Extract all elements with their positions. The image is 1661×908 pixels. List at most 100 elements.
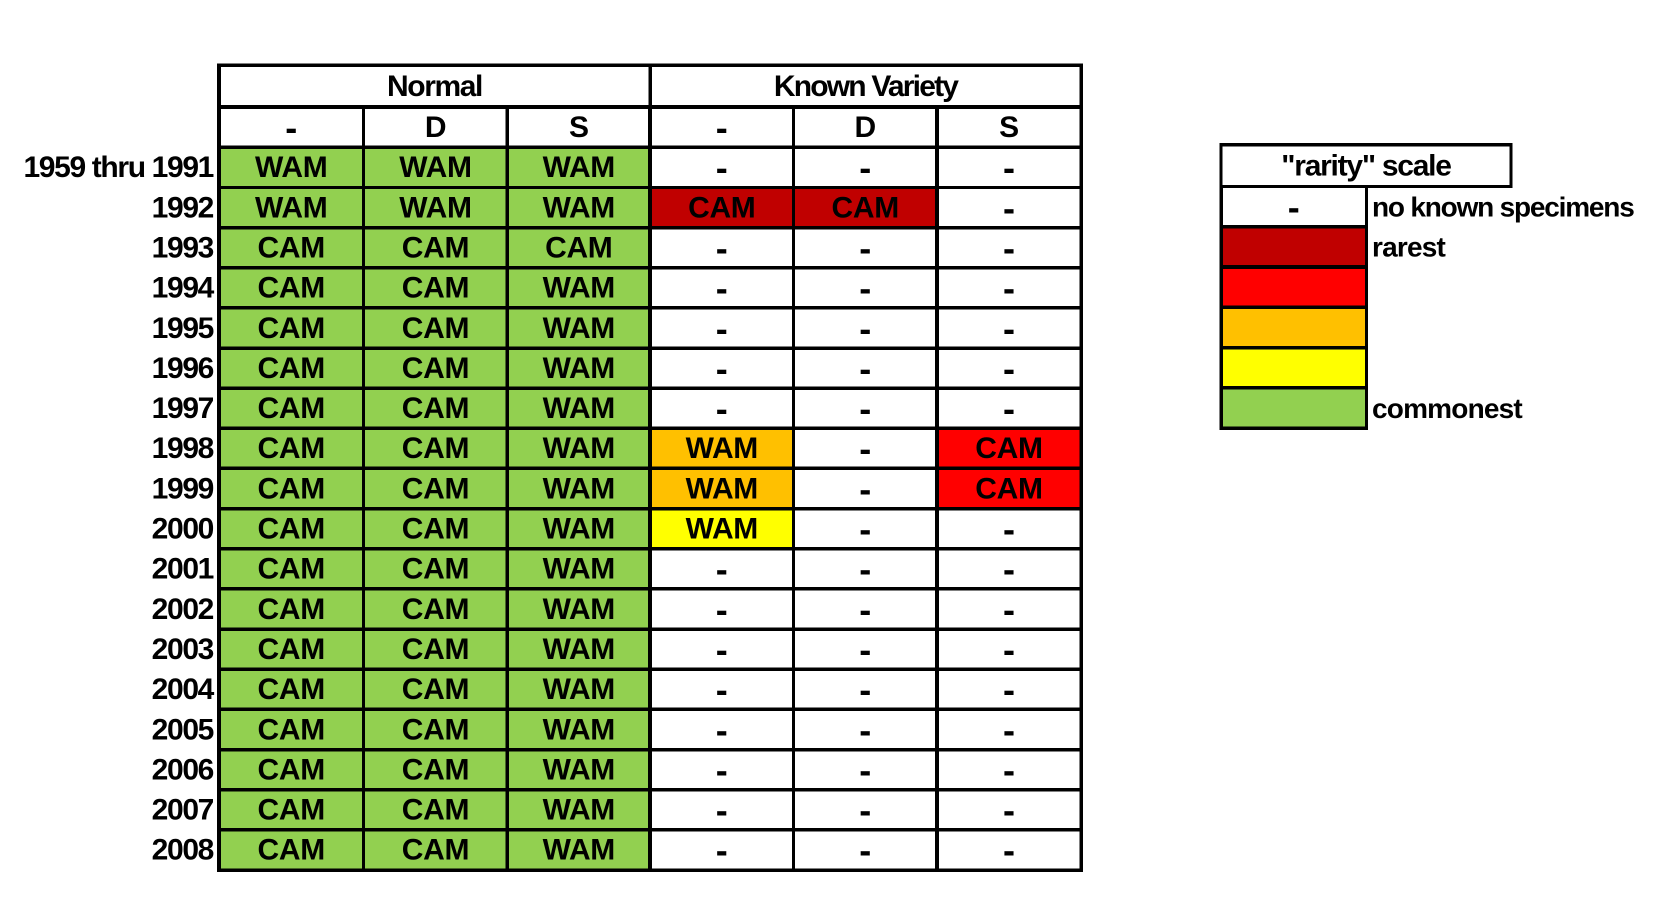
svg-text:-: -	[716, 147, 728, 188]
svg-text:CAM: CAM	[402, 834, 469, 867]
svg-text:-: -	[1003, 268, 1015, 309]
svg-text:2001: 2001	[152, 553, 214, 586]
svg-text:no known specimens: no known specimens	[1372, 191, 1634, 222]
svg-text:CAM: CAM	[257, 753, 324, 786]
svg-text:1959 thru 1991: 1959 thru 1991	[23, 151, 213, 184]
svg-text:-: -	[859, 830, 871, 871]
svg-text:S: S	[999, 111, 1019, 144]
svg-text:WAM: WAM	[543, 191, 615, 224]
svg-text:CAM: CAM	[257, 352, 324, 385]
svg-text:-: -	[859, 749, 871, 790]
svg-text:-: -	[716, 228, 728, 269]
svg-text:CAM: CAM	[975, 432, 1042, 465]
svg-text:-: -	[859, 308, 871, 349]
svg-text:-: -	[716, 348, 728, 389]
svg-text:CAM: CAM	[257, 272, 324, 305]
svg-text:Normal: Normal	[387, 70, 482, 103]
svg-text:2002: 2002	[152, 593, 214, 626]
svg-text:CAM: CAM	[257, 232, 324, 265]
svg-text:WAM: WAM	[543, 352, 615, 385]
svg-text:WAM: WAM	[543, 593, 615, 626]
svg-text:Known Variety: Known Variety	[774, 70, 959, 103]
svg-text:1997: 1997	[152, 392, 214, 425]
svg-text:"rarity" scale: "rarity" scale	[1281, 149, 1451, 182]
svg-text:CAM: CAM	[402, 352, 469, 385]
svg-text:CAM: CAM	[257, 713, 324, 746]
svg-text:WAM: WAM	[543, 713, 615, 746]
svg-text:-: -	[859, 348, 871, 389]
svg-text:-: -	[859, 549, 871, 590]
svg-text:-: -	[1003, 830, 1015, 871]
svg-text:-: -	[716, 629, 728, 670]
svg-text:2008: 2008	[152, 834, 214, 867]
svg-text:WAM: WAM	[399, 191, 471, 224]
svg-text:CAM: CAM	[257, 312, 324, 345]
svg-text:D: D	[425, 111, 446, 144]
svg-text:WAM: WAM	[686, 513, 758, 546]
svg-text:CAM: CAM	[257, 834, 324, 867]
svg-text:CAM: CAM	[257, 553, 324, 586]
svg-text:-: -	[1003, 187, 1015, 228]
svg-text:-: -	[1003, 308, 1015, 349]
svg-text:CAM: CAM	[402, 472, 469, 505]
svg-text:WAM: WAM	[686, 472, 758, 505]
svg-text:CAM: CAM	[545, 232, 612, 265]
svg-text:2007: 2007	[152, 794, 214, 827]
svg-text:WAM: WAM	[543, 392, 615, 425]
svg-text:-: -	[1003, 589, 1015, 630]
svg-text:CAM: CAM	[257, 513, 324, 546]
svg-text:WAM: WAM	[543, 673, 615, 706]
svg-text:D: D	[855, 111, 876, 144]
svg-text:CAM: CAM	[257, 673, 324, 706]
svg-text:WAM: WAM	[543, 553, 615, 586]
svg-text:CAM: CAM	[402, 753, 469, 786]
svg-text:WAM: WAM	[543, 834, 615, 867]
svg-text:CAM: CAM	[402, 713, 469, 746]
svg-text:-: -	[859, 709, 871, 750]
svg-text:CAM: CAM	[402, 392, 469, 425]
svg-text:2006: 2006	[152, 753, 214, 786]
svg-text:-: -	[716, 589, 728, 630]
svg-text:CAM: CAM	[402, 673, 469, 706]
svg-text:CAM: CAM	[402, 432, 469, 465]
svg-text:rarest: rarest	[1372, 232, 1446, 263]
svg-text:CAM: CAM	[257, 392, 324, 425]
svg-text:-: -	[716, 549, 728, 590]
svg-text:CAM: CAM	[831, 191, 898, 224]
svg-text:-: -	[859, 468, 871, 509]
svg-text:WAM: WAM	[543, 513, 615, 546]
svg-text:-: -	[859, 669, 871, 710]
svg-text:WAM: WAM	[543, 151, 615, 184]
svg-text:-: -	[859, 228, 871, 269]
svg-text:1995: 1995	[152, 312, 214, 345]
svg-text:CAM: CAM	[257, 432, 324, 465]
svg-text:-: -	[859, 509, 871, 550]
svg-text:-: -	[859, 589, 871, 630]
svg-text:CAM: CAM	[257, 633, 324, 666]
svg-text:1993: 1993	[152, 232, 214, 265]
svg-text:-: -	[1003, 749, 1015, 790]
svg-text:2003: 2003	[152, 633, 214, 666]
svg-text:1998: 1998	[152, 432, 214, 465]
svg-text:WAM: WAM	[543, 753, 615, 786]
svg-text:WAM: WAM	[543, 472, 615, 505]
svg-text:-: -	[1003, 509, 1015, 550]
svg-text:-: -	[716, 268, 728, 309]
svg-text:-: -	[1003, 790, 1015, 831]
svg-text:CAM: CAM	[402, 553, 469, 586]
svg-text:WAM: WAM	[543, 272, 615, 305]
svg-text:-: -	[859, 388, 871, 429]
svg-text:WAM: WAM	[255, 191, 327, 224]
svg-text:-: -	[285, 107, 297, 148]
svg-text:-: -	[1003, 348, 1015, 389]
svg-text:CAM: CAM	[402, 312, 469, 345]
svg-text:-: -	[716, 308, 728, 349]
svg-text:WAM: WAM	[543, 432, 615, 465]
svg-text:-: -	[716, 790, 728, 831]
svg-text:CAM: CAM	[402, 232, 469, 265]
svg-text:-: -	[1003, 228, 1015, 269]
svg-text:CAM: CAM	[402, 633, 469, 666]
svg-text:2000: 2000	[152, 513, 214, 546]
svg-text:-: -	[716, 107, 728, 148]
svg-text:CAM: CAM	[688, 191, 755, 224]
